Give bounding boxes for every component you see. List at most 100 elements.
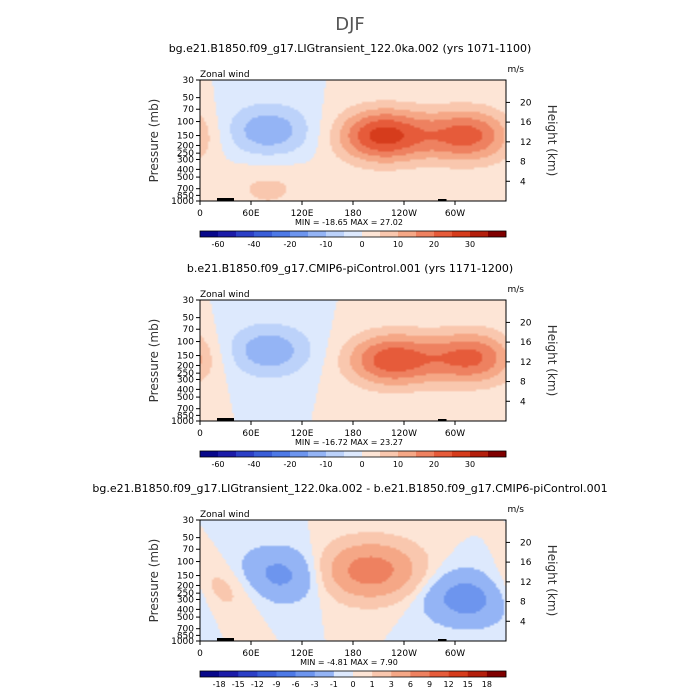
x-tick-label: 120E — [291, 649, 314, 659]
height-tick-label: 4 — [520, 397, 526, 407]
panel-2: b.e21.B1850.f09_g17.CMIP6-piControl.001 … — [147, 262, 559, 469]
panels: bg.e21.B1850.f09_g17.LIGtransient_122.0k… — [92, 42, 607, 689]
x-tick-label: 0 — [197, 649, 203, 659]
colorbar-swatch — [416, 451, 435, 457]
y-tick-label: 300 — [177, 375, 194, 385]
colorbar-swatch — [333, 671, 354, 677]
x-tick-label: 0 — [197, 429, 203, 439]
y-tick-label: 100 — [177, 118, 194, 128]
colorbar-swatch — [410, 671, 430, 677]
height-tick-label: 12 — [520, 578, 531, 588]
y-tick-label: 700 — [177, 625, 194, 635]
y-tick-label: 700 — [177, 185, 194, 195]
height-tick-label: 12 — [520, 138, 531, 148]
colorbar-label: 0 — [359, 240, 364, 249]
colorbar-swatch — [236, 451, 255, 457]
colorbar-label: 20 — [429, 240, 439, 249]
colorbar-swatch — [488, 231, 507, 237]
colorbar-swatch — [452, 451, 471, 457]
x-tick-label: 120W — [391, 429, 417, 439]
y-tick-label: 500 — [177, 173, 194, 183]
y-axis-right-label: Height (km) — [545, 545, 559, 616]
y-tick-label: 1000 — [171, 417, 194, 427]
field-image — [200, 520, 506, 641]
colorbar-swatch — [308, 451, 327, 457]
colorbar-swatch — [254, 231, 273, 237]
colorbar-label: 15 — [463, 680, 473, 689]
height-tick-label: 20 — [520, 98, 532, 108]
y-tick-label: 70 — [183, 105, 195, 115]
x-tick-label: 60E — [242, 209, 259, 219]
colorbar-label: 10 — [393, 460, 403, 469]
colorbar-swatch — [380, 231, 399, 237]
x-tick-label: 60W — [445, 649, 465, 659]
colorbar-swatch — [290, 451, 309, 457]
orography-africa — [217, 198, 234, 201]
colorbar-label: 12 — [444, 680, 454, 689]
colorbar-swatch — [486, 671, 507, 677]
x-tick-label: 120W — [391, 209, 417, 219]
colorbar-label: -18 — [213, 680, 226, 689]
colorbar-frame — [199, 670, 507, 678]
y-tick-label: 150 — [177, 132, 194, 142]
colorbar-swatch — [254, 451, 273, 457]
colorbar-swatch — [391, 671, 411, 677]
x-tick-label: 120E — [291, 209, 314, 219]
colorbar-swatch — [398, 231, 417, 237]
orography-africa — [217, 418, 234, 421]
y-tick-label: 150 — [177, 352, 194, 362]
y-tick-label: 150 — [177, 572, 194, 582]
y-axis-right-label: Height (km) — [545, 325, 559, 396]
colorbar-label: -60 — [211, 460, 224, 469]
panel-title: bg.e21.B1850.f09_g17.LIGtransient_122.0k… — [92, 482, 607, 495]
field-image — [200, 80, 506, 201]
colorbar-swatch — [200, 671, 220, 677]
orography-andes — [438, 199, 447, 201]
colorbar-swatch — [200, 231, 219, 237]
y-tick-label: 70 — [183, 325, 195, 335]
colorbar-swatch — [272, 231, 291, 237]
colorbar-swatch — [362, 231, 381, 237]
colorbar-swatch — [470, 231, 489, 237]
y-axis-label: Pressure (mb) — [147, 539, 161, 623]
y-tick-label: 50 — [183, 94, 195, 104]
x-tick-label: 180 — [344, 429, 361, 439]
y-axis-right-label: Height (km) — [545, 105, 559, 176]
colorbar-swatch — [429, 671, 449, 677]
y-tick-label: 850 — [177, 411, 194, 421]
field-image — [200, 300, 506, 421]
y-tick-label: 100 — [177, 338, 194, 348]
colorbar-label: 20 — [429, 460, 439, 469]
y-tick-label: 400 — [177, 165, 194, 175]
height-tick-label: 4 — [520, 177, 526, 187]
colorbar-label: 0 — [359, 460, 364, 469]
colorbar-swatch — [380, 451, 399, 457]
y-tick-label: 250 — [177, 149, 194, 159]
y-tick-label: 30 — [183, 296, 195, 306]
y-tick-label: 70 — [183, 545, 195, 555]
panel-1: bg.e21.B1850.f09_g17.LIGtransient_122.0k… — [147, 42, 559, 249]
y-tick-label: 850 — [177, 191, 194, 201]
colorbar-frame — [199, 450, 507, 458]
colorbar-label: -6 — [292, 680, 300, 689]
x-tick-label: 120W — [391, 649, 417, 659]
height-tick-label: 8 — [520, 598, 526, 608]
y-tick-label: 1000 — [171, 637, 194, 647]
y-tick-label: 300 — [177, 155, 194, 165]
colorbar-label: -1 — [330, 680, 338, 689]
colorbar-label: 10 — [393, 240, 403, 249]
height-tick-label: 8 — [520, 158, 526, 168]
x-tick-label: 120E — [291, 429, 314, 439]
colorbar-swatch — [416, 231, 435, 237]
height-tick-label: 8 — [520, 378, 526, 388]
orography-andes — [438, 639, 447, 641]
panel-title: bg.e21.B1850.f09_g17.LIGtransient_122.0k… — [169, 42, 532, 55]
colorbar-swatch — [434, 451, 453, 457]
x-tick-label: 60E — [242, 429, 259, 439]
colorbar-label: -40 — [247, 460, 260, 469]
colorbar-swatch — [308, 231, 327, 237]
colorbar-swatch — [314, 671, 335, 677]
y-tick-label: 500 — [177, 393, 194, 403]
colorbar-swatch — [448, 671, 469, 677]
